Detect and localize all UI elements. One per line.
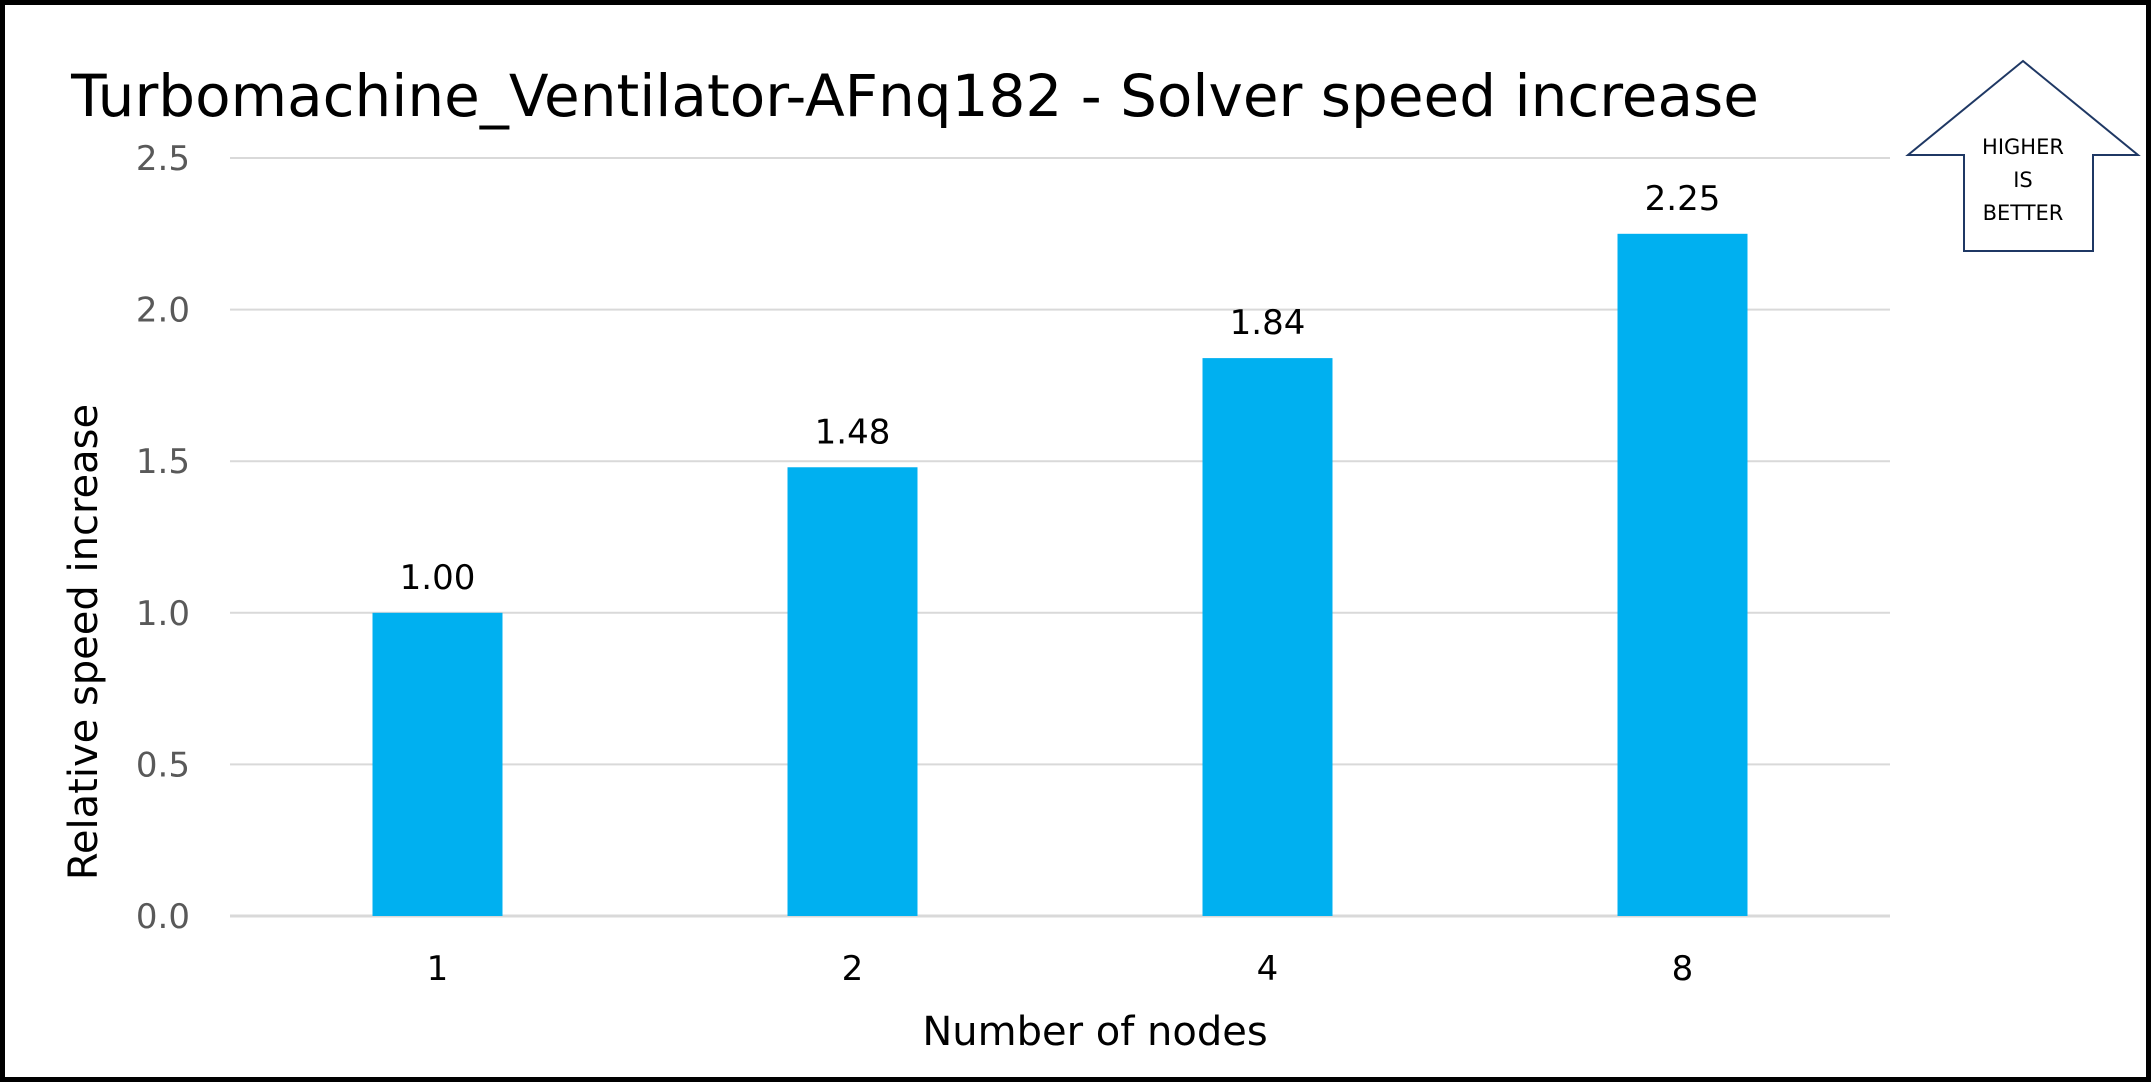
data-label: 1.84	[1230, 303, 1306, 343]
badge-line-2: IS	[2013, 168, 2033, 192]
bar-chart: Turbomachine_Ventilator-AFnq182 - Solver…	[61, 59, 2141, 1055]
data-label: 1.48	[815, 412, 891, 452]
higher-is-better-badge: HIGHER IS BETTER	[1905, 59, 2141, 252]
bars	[372, 233, 1748, 917]
y-tick-label: 2.0	[136, 291, 190, 331]
gridlines	[230, 157, 1890, 918]
badge-line-1: HIGHER	[1982, 135, 2064, 159]
chart-title: Turbomachine_Ventilator-AFnq182 - Solver…	[70, 62, 1759, 130]
y-axis-ticks: 0.0 0.5 1.0 1.5 2.0 2.5	[136, 139, 190, 937]
bar-4	[1202, 358, 1333, 916]
bar-8	[1617, 233, 1748, 917]
y-tick-label: 0.0	[136, 897, 190, 937]
bar-1	[372, 612, 503, 916]
x-axis-ticks: 1 2 4 8	[427, 949, 1694, 989]
y-tick-label: 2.5	[136, 139, 190, 179]
data-label: 2.25	[1645, 179, 1721, 219]
bar-2	[787, 467, 918, 916]
data-labels: 1.00 1.48 1.84 2.25	[400, 179, 1721, 598]
x-tick-label: 4	[1257, 949, 1279, 989]
x-axis-label: Number of nodes	[922, 1009, 1267, 1055]
data-label: 1.00	[400, 558, 476, 598]
y-tick-label: 1.0	[136, 594, 190, 634]
x-tick-label: 8	[1672, 949, 1694, 989]
up-arrow-icon	[1905, 59, 2141, 252]
y-axis-label: Relative speed increase	[61, 404, 107, 880]
y-tick-label: 1.5	[136, 442, 190, 482]
x-tick-label: 1	[427, 949, 449, 989]
badge-line-3: BETTER	[1983, 201, 2064, 225]
y-tick-label: 0.5	[136, 745, 190, 785]
x-tick-label: 2	[842, 949, 864, 989]
